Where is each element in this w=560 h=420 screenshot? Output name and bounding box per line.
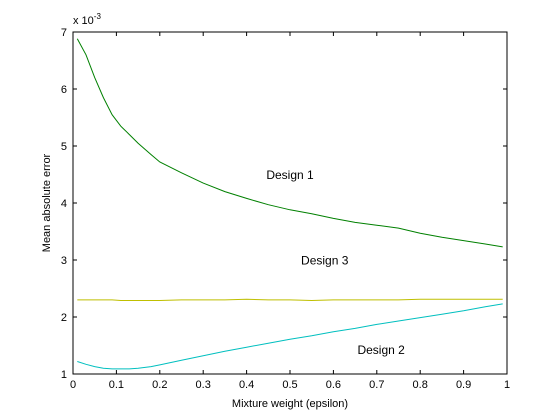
y-tick-label: 7 xyxy=(61,27,67,39)
x-tick-label: 0 xyxy=(70,379,76,391)
x-tick-label: 0.2 xyxy=(152,379,167,391)
y-tick-label: 6 xyxy=(61,84,67,96)
x-tick-label: 0.8 xyxy=(413,379,428,391)
series-line-3 xyxy=(77,298,503,302)
series-line-1 xyxy=(76,38,503,248)
y-tick-label: 1 xyxy=(61,369,67,381)
series-layer xyxy=(76,38,503,370)
x-axis-label: Mixture weight (epsilon) xyxy=(232,398,348,410)
scale-factor-label: x 10-3 xyxy=(73,12,101,27)
x-tick-label: 0.3 xyxy=(196,379,211,391)
annotation-layer: Design 1 Design 3 Design 2 xyxy=(266,168,405,357)
x-tick-label: 0.9 xyxy=(456,379,471,391)
y-tick-label: 5 xyxy=(61,141,67,153)
x-tick-label: 0.6 xyxy=(326,379,341,391)
series-annotation: Design 2 xyxy=(357,343,405,357)
x-tick-label: 0.4 xyxy=(239,379,254,391)
y-tick-label: 2 xyxy=(61,312,67,324)
series-annotation: Design 1 xyxy=(266,168,314,182)
x-tick-label: 0.5 xyxy=(282,379,297,391)
y-axis-label: Mean absolute error xyxy=(41,153,53,252)
scale-prefix: x 10 xyxy=(73,15,94,27)
x-tick-label: 0.7 xyxy=(369,379,384,391)
series-annotation: Design 3 xyxy=(301,254,349,268)
plot-frame xyxy=(72,31,508,375)
series-line-2 xyxy=(77,303,503,370)
y-tick-label: 4 xyxy=(61,198,67,210)
y-tick-label: 3 xyxy=(61,255,67,267)
ticks-layer: 0 0.1 0.2 0.3 0.4 0.5 0.6 0.7 0.8 0.9 1 1 2 3 4 5 6 7 xyxy=(61,27,510,391)
x-tick-label: 1 xyxy=(504,379,510,391)
x-tick-label: 0.1 xyxy=(109,379,124,391)
plot-area xyxy=(72,31,508,375)
scale-exponent: -3 xyxy=(94,12,102,21)
